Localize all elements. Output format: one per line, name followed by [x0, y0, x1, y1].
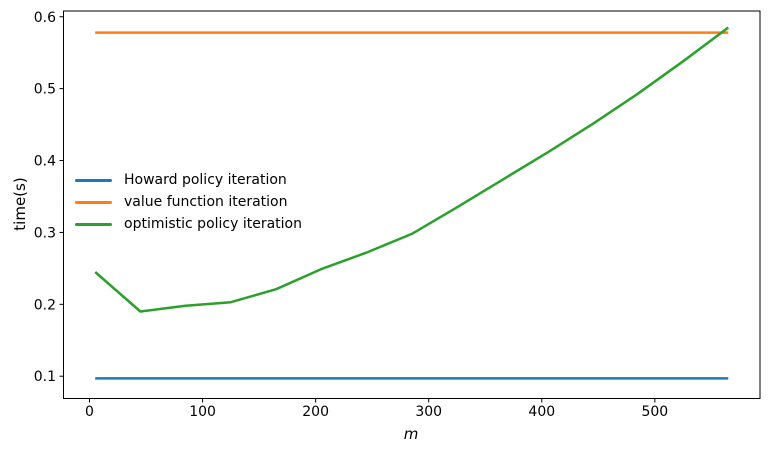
x-axis-label: m	[404, 425, 419, 443]
x-tick-label: 400	[528, 404, 555, 420]
series-layer	[94, 26, 730, 380]
legend-swatch-value-function-iteration	[75, 200, 112, 204]
y-tick-label: 0.5	[34, 82, 56, 98]
legend-label: Howard policy iteration	[124, 172, 287, 188]
legend-swatch-optimistic-policy-iteration	[75, 222, 112, 226]
x-tick-label: 300	[415, 404, 442, 420]
legend: Howard policy iteration value function i…	[75, 169, 302, 235]
legend-item-optimistic-policy-iteration: optimistic policy iteration	[75, 213, 302, 235]
x-tick-label: 500	[641, 404, 668, 420]
legend-label: value function iteration	[124, 194, 288, 210]
x-tick-label: 200	[302, 404, 329, 420]
legend-item-howard-policy-iteration: Howard policy iteration	[75, 169, 302, 191]
y-tick-label: 0.3	[34, 225, 56, 241]
legend-label: optimistic policy iteration	[124, 216, 302, 232]
y-axis-label: time(s)	[11, 177, 29, 230]
x-tick-label: 0	[85, 404, 94, 420]
axes-frame	[63, 10, 761, 399]
y-tick-label: 0.4	[34, 154, 56, 170]
y-tick-label: 0.6	[34, 10, 56, 26]
x-tick-label: 100	[189, 404, 216, 420]
y-tick-label: 0.2	[34, 297, 56, 313]
y-tick-label: 0.1	[34, 369, 56, 385]
series-line-2	[94, 26, 730, 313]
legend-swatch-howard-policy-iteration	[75, 178, 112, 182]
axes-layer: 0 100 200 300 400 500 0.1 0.2 0.3 0.4 0.5 0.6	[34, 10, 761, 420]
legend-item-value-function-iteration: value function iteration	[75, 191, 302, 213]
